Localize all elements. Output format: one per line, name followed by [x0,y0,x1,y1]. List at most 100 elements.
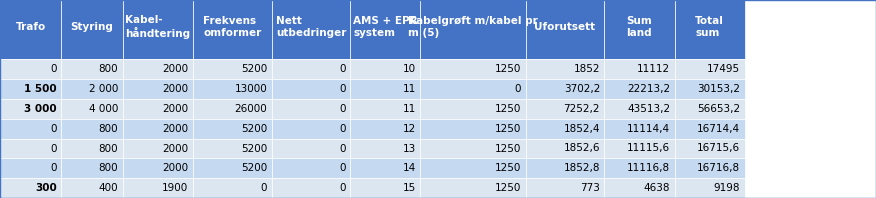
Text: 11: 11 [403,104,416,114]
Text: Kabel-
håndtering: Kabel- håndtering [125,15,190,39]
Bar [193,119,272,139]
Bar [61,178,123,198]
Text: 1852,8: 1852,8 [563,163,600,173]
Bar [420,178,526,198]
Bar [675,139,745,158]
Text: Nett
utbedringer: Nett utbedringer [276,16,346,38]
Bar [272,178,350,198]
Text: 30153,2: 30153,2 [697,84,740,94]
Bar [604,158,675,178]
Text: 0: 0 [261,183,267,193]
Bar [675,0,745,59]
Text: 800: 800 [99,163,118,173]
Text: 5200: 5200 [241,64,267,74]
Bar [123,79,193,99]
Bar [0,158,61,178]
Bar [526,79,604,99]
Text: 11112: 11112 [637,64,670,74]
Bar [350,119,420,139]
Bar [272,99,350,119]
Bar [526,158,604,178]
Bar [193,178,272,198]
Text: 1852,4: 1852,4 [563,124,600,134]
Bar [604,119,675,139]
Bar [61,59,123,79]
Text: 2000: 2000 [162,124,188,134]
Bar [526,139,604,158]
Bar [123,59,193,79]
Bar [526,59,604,79]
Text: 0: 0 [340,104,346,114]
Text: 0: 0 [515,84,521,94]
Text: 2000: 2000 [162,104,188,114]
Text: 2000: 2000 [162,163,188,173]
Text: 16714,4: 16714,4 [697,124,740,134]
Text: 3702,2: 3702,2 [563,84,600,94]
Bar [193,59,272,79]
Text: Trafo: Trafo [16,22,46,32]
Text: 1250: 1250 [495,104,521,114]
Bar [604,178,675,198]
Bar [675,158,745,178]
Bar [526,99,604,119]
Bar [272,79,350,99]
Bar [61,0,123,59]
Bar [61,158,123,178]
Bar [350,79,420,99]
Bar [420,158,526,178]
Text: 5200: 5200 [241,124,267,134]
Text: 800: 800 [99,144,118,153]
Bar [675,178,745,198]
Text: 13000: 13000 [235,84,267,94]
Bar [193,79,272,99]
Text: Frekvens
omformer: Frekvens omformer [203,16,261,38]
Bar [604,99,675,119]
Bar [0,139,61,158]
Bar [604,0,675,59]
Text: 0: 0 [340,183,346,193]
Bar [420,99,526,119]
Text: 5200: 5200 [241,144,267,153]
Text: 1250: 1250 [495,144,521,153]
Bar [123,119,193,139]
Text: 300: 300 [35,183,57,193]
Bar [0,59,61,79]
Bar [526,119,604,139]
Bar [350,0,420,59]
Bar [0,99,61,119]
Text: 16716,8: 16716,8 [697,163,740,173]
Text: 400: 400 [99,183,118,193]
Text: Uforutsett: Uforutsett [534,22,596,32]
Text: 0: 0 [51,144,57,153]
Text: 1250: 1250 [495,124,521,134]
Text: 1852: 1852 [574,64,600,74]
Text: 773: 773 [580,183,600,193]
Bar [526,0,604,59]
Bar [420,0,526,59]
Bar [526,178,604,198]
Text: 15: 15 [403,183,416,193]
Text: 17495: 17495 [707,64,740,74]
Bar [61,119,123,139]
Text: Sum
land: Sum land [626,16,653,38]
Text: 0: 0 [51,163,57,173]
Text: 1250: 1250 [495,163,521,173]
Bar [0,119,61,139]
Bar [420,139,526,158]
Bar [350,59,420,79]
Bar [604,79,675,99]
Text: 11115,6: 11115,6 [627,144,670,153]
Text: 0: 0 [51,64,57,74]
Text: 11: 11 [403,84,416,94]
Text: 10: 10 [403,64,416,74]
Text: Total
sum: Total sum [696,16,724,38]
Bar [604,59,675,79]
Bar [123,99,193,119]
Text: 1250: 1250 [495,64,521,74]
Bar [675,99,745,119]
Text: 22213,2: 22213,2 [627,84,670,94]
Bar [350,158,420,178]
Text: AMS + EPR
system: AMS + EPR system [353,16,418,38]
Bar [61,99,123,119]
Text: Kabelgrøft m/kabel pr
m (5): Kabelgrøft m/kabel pr m (5) [408,16,538,38]
